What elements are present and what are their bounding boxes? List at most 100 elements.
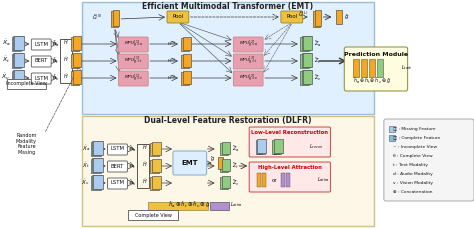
Bar bbox=[313, 11, 320, 27]
Bar bbox=[337, 10, 342, 24]
Text: $\tilde{X}_a$: $\tilde{X}_a$ bbox=[82, 143, 90, 153]
Text: $L_{recon}$: $L_{recon}$ bbox=[309, 142, 323, 151]
Text: High-Level Attraction: High-Level Attraction bbox=[258, 164, 322, 169]
Text: $\tilde{H}$: $\tilde{H}$ bbox=[64, 73, 69, 82]
FancyBboxPatch shape bbox=[31, 73, 51, 84]
FancyBboxPatch shape bbox=[249, 127, 330, 157]
Bar bbox=[273, 140, 282, 154]
Text: Random
Modality
Feature
Missing: Random Modality Feature Missing bbox=[16, 133, 37, 155]
Bar bbox=[257, 173, 261, 187]
Bar bbox=[150, 177, 159, 190]
Text: $\hat{g}$: $\hat{g}$ bbox=[344, 12, 349, 22]
Text: $\tilde{X}_t$: $\tilde{X}_t$ bbox=[82, 160, 90, 170]
Bar bbox=[301, 70, 310, 84]
Bar bbox=[353, 59, 359, 77]
Text: $\hat{Z}_a$: $\hat{Z}_a$ bbox=[232, 144, 240, 154]
Bar bbox=[82, 116, 374, 226]
Text: $\tilde{H}^{(1)}$: $\tilde{H}^{(1)}$ bbox=[166, 57, 176, 65]
Text: $\tilde{H}$: $\tilde{H}$ bbox=[64, 55, 69, 65]
Text: $\hat{g}$: $\hat{g}$ bbox=[210, 154, 216, 164]
Bar bbox=[286, 173, 290, 187]
FancyBboxPatch shape bbox=[281, 11, 303, 23]
Text: $\tilde{X}_a$: $\tilde{X}_a$ bbox=[1, 38, 10, 48]
Text: $L_{attra}$: $L_{attra}$ bbox=[230, 201, 243, 210]
Bar bbox=[91, 176, 100, 190]
Text: $\tilde{H}$: $\tilde{H}$ bbox=[142, 144, 147, 153]
Text: $MPU_{g=a}^{[1]}$: $MPU_{g=a}^{[1]}$ bbox=[124, 38, 143, 50]
Bar bbox=[93, 175, 103, 189]
FancyBboxPatch shape bbox=[108, 178, 128, 189]
Bar bbox=[183, 54, 191, 66]
Bar bbox=[13, 53, 23, 67]
Bar bbox=[377, 59, 383, 77]
FancyBboxPatch shape bbox=[118, 71, 148, 86]
Bar bbox=[222, 142, 230, 154]
Bar bbox=[152, 142, 161, 155]
Bar bbox=[92, 141, 102, 155]
Text: $\tilde{X}_t$: $\tilde{X}_t$ bbox=[2, 55, 10, 65]
Text: BERT: BERT bbox=[111, 164, 124, 169]
Bar bbox=[91, 142, 100, 156]
Text: $\tilde{H}^{(1)}$: $\tilde{H}^{(1)}$ bbox=[166, 74, 176, 82]
Bar bbox=[389, 126, 395, 132]
FancyBboxPatch shape bbox=[233, 54, 263, 69]
Bar bbox=[255, 140, 264, 154]
Bar bbox=[300, 37, 309, 51]
Text: $L_{task}$: $L_{task}$ bbox=[401, 64, 413, 72]
Text: $\hat{h}_v$: $\hat{h}_v$ bbox=[128, 178, 136, 188]
Text: Dual-Level Feature Restoration (DLFR): Dual-Level Feature Restoration (DLFR) bbox=[144, 117, 311, 125]
Bar bbox=[15, 52, 24, 66]
Text: $\hat{h}_t$: $\hat{h}_t$ bbox=[53, 56, 60, 66]
Text: $\hat{h}_a$: $\hat{h}_a$ bbox=[128, 144, 136, 154]
Text: $\hat{Z}_t$: $\hat{Z}_t$ bbox=[232, 161, 239, 171]
Text: ⊕ : Concatenation: ⊕ : Concatenation bbox=[393, 190, 432, 194]
Text: $MPU_{g=t}^{[2]}$: $MPU_{g=t}^{[2]}$ bbox=[239, 55, 257, 67]
Bar bbox=[210, 202, 229, 210]
Text: □ : Missing Feature: □ : Missing Feature bbox=[393, 127, 436, 131]
FancyBboxPatch shape bbox=[233, 37, 263, 52]
Text: $\hat{Z}_a$: $\hat{Z}_a$ bbox=[314, 39, 321, 49]
Bar bbox=[181, 38, 189, 51]
Bar bbox=[183, 36, 191, 49]
FancyBboxPatch shape bbox=[173, 151, 207, 175]
Text: $\hat{Z}_v$: $\hat{Z}_v$ bbox=[232, 178, 240, 188]
Text: LSTM: LSTM bbox=[34, 41, 48, 46]
Bar bbox=[13, 36, 23, 50]
Bar bbox=[303, 69, 312, 84]
Bar bbox=[60, 39, 72, 83]
Bar bbox=[150, 160, 159, 172]
Text: $\hat{h}_a \oplus \hat{h}_t \oplus \hat{h}_v \oplus \hat{g}$: $\hat{h}_a \oplus \hat{h}_t \oplus \hat{… bbox=[353, 76, 391, 86]
Text: □ : Complete Feature: □ : Complete Feature bbox=[393, 136, 440, 140]
FancyBboxPatch shape bbox=[249, 162, 330, 192]
Text: $MPU_{g=v}^{[2]}$: $MPU_{g=v}^{[2]}$ bbox=[238, 72, 258, 84]
Bar bbox=[300, 71, 309, 85]
Bar bbox=[361, 59, 367, 77]
Text: BERT: BERT bbox=[35, 58, 48, 63]
Bar bbox=[300, 54, 309, 68]
FancyBboxPatch shape bbox=[384, 119, 474, 201]
Bar bbox=[71, 71, 79, 85]
FancyBboxPatch shape bbox=[31, 39, 51, 50]
Bar bbox=[137, 144, 149, 188]
Text: $\tilde{H}$: $\tilde{H}$ bbox=[64, 38, 69, 47]
Text: $MPU_{g=v}^{[1]}$: $MPU_{g=v}^{[1]}$ bbox=[124, 72, 143, 84]
Text: LSTM: LSTM bbox=[110, 147, 125, 152]
Bar bbox=[389, 135, 395, 141]
Text: $\tilde{X}_v$: $\tilde{X}_v$ bbox=[82, 177, 90, 187]
Text: Complete View: Complete View bbox=[135, 213, 172, 218]
Text: $\hat{Z}_t$: $\hat{Z}_t$ bbox=[314, 56, 320, 66]
Text: t : Text Modality: t : Text Modality bbox=[393, 163, 428, 167]
Text: EMT: EMT bbox=[182, 160, 198, 166]
FancyBboxPatch shape bbox=[108, 161, 128, 172]
Bar bbox=[71, 54, 79, 68]
Text: $MPU_{g=a}^{[2]}$: $MPU_{g=a}^{[2]}$ bbox=[239, 38, 258, 50]
Bar bbox=[303, 52, 312, 66]
Bar bbox=[150, 142, 159, 155]
Text: d : Audio Modality: d : Audio Modality bbox=[393, 172, 433, 176]
Bar bbox=[281, 173, 285, 187]
Bar bbox=[15, 35, 24, 49]
Bar bbox=[262, 173, 266, 187]
Text: $MPU_{g=t}^{[1]}$: $MPU_{g=t}^{[1]}$ bbox=[124, 55, 143, 67]
Bar bbox=[7, 79, 46, 89]
Bar bbox=[73, 53, 81, 67]
